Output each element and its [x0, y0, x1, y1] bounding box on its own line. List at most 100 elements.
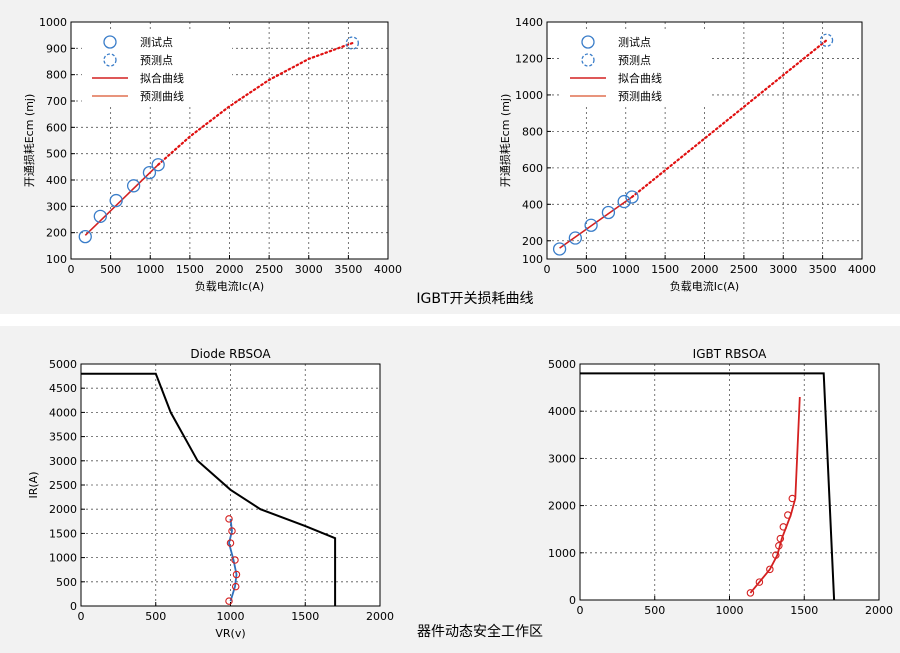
- top-caption: IGBT开关损耗曲线: [416, 291, 533, 307]
- measured-point: [231, 556, 239, 564]
- x-tick-label: 0: [544, 263, 551, 276]
- predicted-point: [345, 36, 359, 50]
- x-tick-label: 0: [68, 263, 75, 276]
- measured-point: [93, 209, 107, 223]
- y-tick-label: 4000: [548, 405, 576, 418]
- legend-marker-measured: [581, 35, 595, 49]
- x-tick-label: 500: [145, 610, 166, 623]
- x-tick-label: 1000: [217, 610, 245, 623]
- measured-point: [617, 194, 631, 209]
- x-tick-label: 1000: [612, 263, 640, 276]
- y-tick-label: 5000: [548, 358, 576, 371]
- measured-point: [779, 523, 788, 531]
- measured-point: [788, 494, 797, 503]
- measured-point: [784, 511, 792, 519]
- y-tick-label: 1000: [49, 552, 77, 565]
- chart-left-top: 0 500 1000 1500 2000 2500 3000 3500 4000 100 200 30…: [22, 16, 402, 293]
- x-tick-label: 500: [576, 263, 597, 276]
- y-tick-label: 2000: [548, 500, 576, 513]
- y-tick-label: 700: [46, 95, 67, 108]
- measured-point: [584, 218, 598, 232]
- x-tick-label: 3500: [334, 263, 362, 276]
- y-tick-label: 0: [70, 600, 77, 613]
- measured-point: [226, 539, 235, 547]
- y-tick-label: 500: [46, 148, 67, 161]
- x-tick-label: 1000: [716, 604, 744, 617]
- legend-marker-predicted: [581, 53, 595, 67]
- y-axis-label: 开通损耗Ecm (mj): [22, 94, 36, 188]
- measured-point: [231, 582, 240, 591]
- measured-point: [746, 589, 755, 597]
- x-axis-label: VR(v): [215, 627, 245, 640]
- legend-label: 预测曲线: [618, 89, 662, 103]
- x-tick-label: 3000: [295, 263, 323, 276]
- predicted-curve: [157, 42, 354, 166]
- x-tick-label: 0: [577, 604, 584, 617]
- x-tick-label: 2000: [366, 610, 394, 623]
- y-tick-label: 500: [56, 576, 77, 589]
- y-tick-label: 0: [569, 594, 576, 607]
- measured-point: [568, 231, 582, 245]
- y-tick-label: 300: [46, 200, 67, 213]
- x-tick-label: 500: [100, 263, 121, 276]
- x-tick-label: 2000: [865, 604, 893, 617]
- x-tick-label: 2500: [255, 263, 283, 276]
- measured-point: [775, 541, 783, 550]
- measured-point: [766, 565, 774, 574]
- measured-point: [228, 527, 236, 535]
- chart-left-bottom: 0 500 1000 1500 2000 0 500 1000 1500 2000 2500 3000…: [27, 347, 394, 640]
- measured-point: [232, 570, 241, 579]
- x-tick-label: 4000: [374, 263, 402, 276]
- measured-point: [755, 578, 764, 586]
- x-tick-label: 1500: [790, 604, 818, 617]
- y-tick-label: 100: [46, 253, 67, 266]
- predicted-point: [819, 33, 834, 47]
- y-tick-label: 1000: [548, 547, 576, 560]
- legend-label: 拟合曲线: [140, 71, 184, 85]
- y-axis-label: IR(A): [27, 472, 40, 499]
- chart-right-top: 0 500 1000 1500 2000 2500 3000 3500 4000 100 200 40…: [498, 16, 876, 293]
- y-tick-label: 4000: [49, 406, 77, 419]
- chart-title: IGBT RBSOA: [693, 347, 767, 361]
- legend-label: 预测点: [140, 54, 173, 67]
- y-tick-label: 600: [46, 121, 67, 134]
- x-tick-label: 1500: [291, 610, 319, 623]
- legend-marker-predicted: [103, 53, 117, 67]
- y-tick-label: 400: [46, 174, 67, 187]
- x-tick-label: 500: [644, 604, 665, 617]
- x-axis-label: 负载电流Ic(A): [195, 279, 264, 293]
- y-tick-label: 200: [46, 227, 67, 240]
- legend-label: 测试点: [618, 36, 651, 49]
- y-tick-label: 3000: [548, 452, 576, 465]
- measured-point: [151, 158, 165, 172]
- legend-box: [82, 32, 232, 104]
- legend-box: [560, 32, 710, 104]
- measured-point: [142, 165, 157, 180]
- y-tick-label: 2500: [49, 479, 77, 492]
- predicted-curve: [630, 39, 828, 199]
- x-tick-label: 3500: [809, 263, 837, 276]
- x-tick-label: 1000: [136, 263, 164, 276]
- x-axis-label: 负载电流Ic(A): [670, 279, 739, 293]
- measured-point: [225, 597, 233, 605]
- measured-point: [776, 534, 785, 543]
- y-tick-label: 3500: [49, 431, 77, 444]
- bottom-caption: 器件动态安全工作区: [417, 623, 543, 640]
- y-tick-label: 600: [522, 162, 543, 175]
- fit-curve: [749, 396, 801, 594]
- fit-curve: [228, 518, 238, 602]
- measured-point: [772, 551, 780, 559]
- x-tick-label: 1500: [651, 263, 679, 276]
- chart-title: Diode RBSOA: [190, 347, 271, 361]
- y-tick-label: 2000: [49, 503, 77, 516]
- measured-point: [601, 205, 616, 220]
- measured-point: [78, 229, 92, 244]
- measured-point: [552, 242, 567, 256]
- y-tick-label: 4500: [49, 382, 77, 395]
- legend-label: 预测点: [618, 54, 651, 67]
- y-tick-label: 1200: [515, 52, 543, 65]
- legend-label: 拟合曲线: [618, 71, 662, 85]
- measured-point: [126, 179, 141, 193]
- soa-boundary: [580, 372, 836, 601]
